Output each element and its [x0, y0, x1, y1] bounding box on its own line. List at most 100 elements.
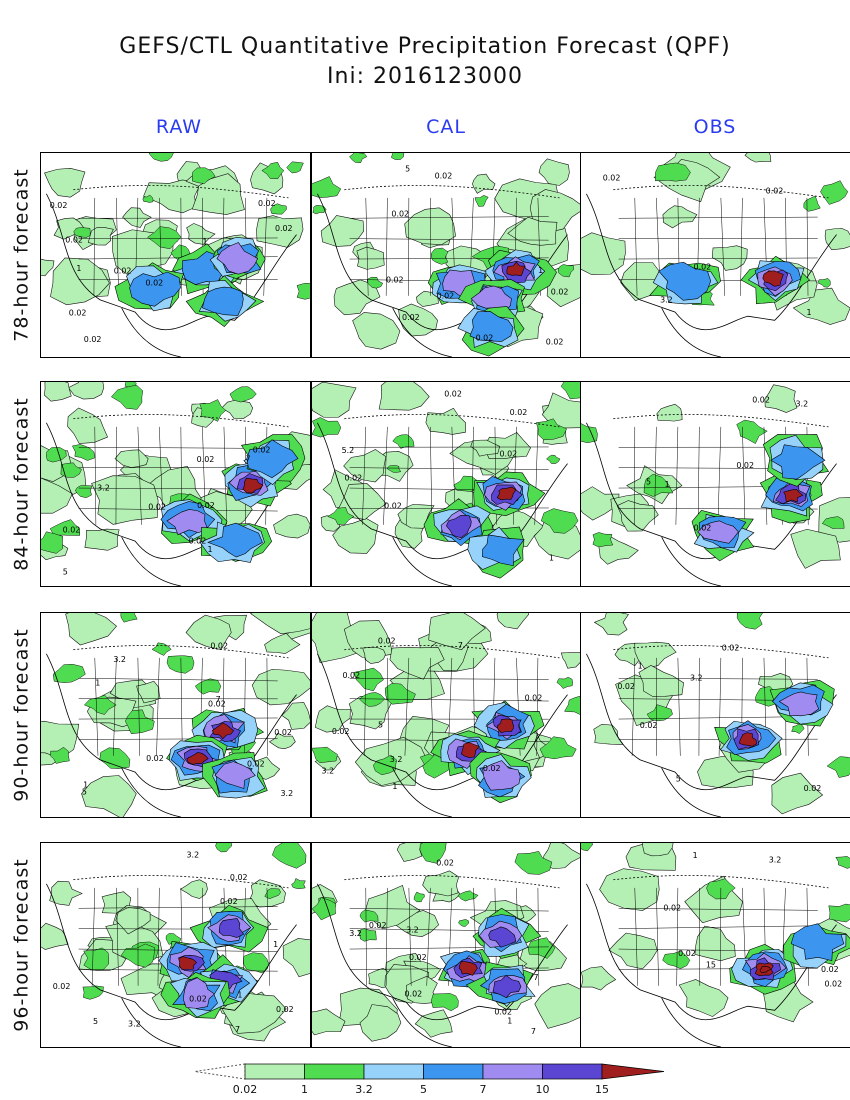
contour-label: 5: [378, 721, 383, 730]
contour-labels: 0.02 0.02 0.02 0.02 0.02 3.2 3.2 7 7 1: [349, 859, 538, 1036]
contour-label: 0.02: [345, 474, 363, 483]
contour-label: 0.02: [437, 292, 455, 301]
contour-label: 0.02: [369, 921, 387, 930]
colorbar-tick-label: 7: [480, 1083, 487, 1096]
column-header-cal: CAL: [426, 116, 466, 138]
contour-label: 0.02: [276, 1005, 294, 1014]
contour-label: 0.02: [210, 642, 228, 651]
contour-label: 0.02: [258, 199, 276, 208]
contour-label: 7: [216, 695, 221, 704]
contour-label: 0.02: [146, 278, 164, 287]
contour-label: 0.02: [378, 637, 396, 646]
map-panel-obs-1: 0.02 0.02 0.02 3.2 1: [580, 152, 850, 358]
precip-core-layer: [158, 905, 269, 1019]
map-panel-cal-1: 0.02 0.02 0.02 0.02 0.02 0.02 0.02 0.02 5 1: [311, 152, 582, 358]
contour-label: 0.02: [444, 389, 462, 398]
contour-label: 0.02: [525, 693, 543, 702]
precip-core-layer: [438, 907, 542, 1007]
contour-label: 0.02: [146, 754, 164, 763]
contour-label: 7: [245, 455, 250, 464]
precip-core-layer: [423, 471, 546, 579]
contour-label: 0.02: [663, 904, 681, 913]
contour-label: 0.02: [84, 335, 102, 344]
row-header-84h: 84-hour forecast: [11, 396, 33, 571]
contour-labels: 0.02 0.02 0.02 0.02 0.02 0.02 0.02 0.02 5 1: [386, 164, 569, 346]
precip-1-layer: [312, 382, 581, 542]
map-panel-obs-2: 0.02 0.02 0.02 3.2 5 1: [580, 381, 850, 587]
map-panel-cal-4: 0.02 0.02 0.02 0.02 0.02 3.2 3.2 7 7 1: [311, 842, 582, 1048]
contour-labels: 0.02 0.02 0.02 0.02 0.02 0.02 3.2 7 5 1: [63, 446, 271, 577]
colorbar-extend-high: [601, 1063, 665, 1080]
contour-labels: 0.02 0.02 0.02 0.02 0.02 3.2 3.2 5 7 1 1: [53, 851, 294, 1035]
contour-label: 0.02: [435, 171, 453, 180]
contour-label: 0.02: [247, 759, 265, 768]
contour-label: 0.02: [391, 209, 409, 218]
contour-labels: 0.02 0.02 0.02 0.02 0.02 3.2 3.2 7 5 1: [322, 637, 543, 791]
precip-core-layer: [160, 434, 306, 563]
colorbar-tick-label: 10: [536, 1083, 550, 1096]
contour-label: 0.02: [694, 262, 712, 271]
precip-1-layer: [581, 419, 845, 548]
contour-label: 1: [208, 545, 213, 554]
precip-light-layer: [41, 613, 310, 817]
column-header-raw: RAW: [155, 116, 203, 138]
contour-label: 3.2: [406, 926, 419, 935]
colorbar-box: [304, 1063, 365, 1080]
colorbar-extend-low: [194, 1063, 246, 1080]
contour-label: 0.02: [821, 965, 839, 974]
contour-label: 0.02: [436, 859, 454, 868]
contour-label: 15: [706, 960, 716, 969]
contour-label: 0.02: [603, 173, 621, 182]
contour-label: 3.2: [113, 655, 126, 664]
contour-label: 0.02: [752, 396, 770, 405]
map-panel-cal-2: 0.02 0.02 0.02 0.02 0.02 5.2 1: [311, 381, 582, 587]
contour-label: 3.2: [187, 851, 200, 860]
precip-core-layer: [691, 434, 830, 562]
contour-labels: 0.02 0.02 0.02 0.02 3.2 5 1: [617, 643, 821, 792]
map-panel-raw-3: 0.02 0.02 0.02 0.02 0.02 3.2 3.2 5 7 1 1: [40, 612, 311, 818]
contour-labels: 0.02 0.02 0.02 0.02 15 3.2 1: [663, 851, 842, 989]
contour-label: 0.02: [208, 699, 226, 708]
colorbar-box: [423, 1063, 484, 1080]
contour-label: 1: [83, 780, 88, 789]
contour-label: 0.02: [546, 338, 564, 347]
colorbar-box: [482, 1063, 543, 1080]
contour-label: 1: [538, 266, 543, 275]
contour-labels: 0.02 0.02 0.02 3.2 1: [603, 173, 812, 317]
contour-label: 0.02: [617, 682, 635, 691]
map-outline: [586, 875, 837, 1047]
contour-label: 5: [63, 568, 68, 577]
map-panel-cal-3: 0.02 0.02 0.02 0.02 0.02 3.2 3.2 7 5 1: [311, 612, 582, 818]
contour-label: 0.02: [63, 526, 81, 535]
contour-label: 0.02: [766, 187, 784, 196]
colorbar-box: [244, 1063, 305, 1080]
contour-label: 0.02: [275, 224, 293, 233]
contour-label: 5: [93, 1017, 98, 1026]
precip-1-layer: [73, 153, 310, 300]
contour-label: 1: [549, 554, 554, 563]
precip-1-layer: [312, 843, 556, 1012]
map-panel-obs-3: 0.02 0.02 0.02 0.02 3.2 5 1: [580, 612, 850, 818]
contour-label: 5: [405, 164, 410, 173]
contour-label: 0.02: [678, 949, 696, 958]
contour-label: 0.02: [274, 728, 292, 737]
contour-label: 0.02: [494, 1008, 512, 1017]
map-outline: [586, 645, 837, 817]
contour-label: 1: [693, 851, 698, 860]
contour-label: 5: [676, 774, 681, 783]
precip-light-layer: [320, 158, 581, 350]
precip-core-layer: [430, 700, 545, 804]
contour-label: 1: [638, 662, 643, 671]
precip-1-layer: [581, 843, 850, 969]
contour-label: 0.02: [405, 989, 423, 998]
chart-subtitle: Ini: 2016123000: [327, 64, 523, 89]
contour-label: 0.02: [384, 502, 402, 511]
contour-label: 0.02: [551, 288, 569, 297]
contour-label: 1: [95, 679, 100, 688]
colorbar-tick-label: 5: [420, 1083, 427, 1096]
contour-label: 1: [76, 264, 81, 273]
contour-label: 3.2: [796, 399, 809, 408]
contour-label: 3.2: [390, 755, 403, 764]
contour-label: 0.02: [694, 524, 712, 533]
contour-label: 0.02: [510, 408, 528, 417]
